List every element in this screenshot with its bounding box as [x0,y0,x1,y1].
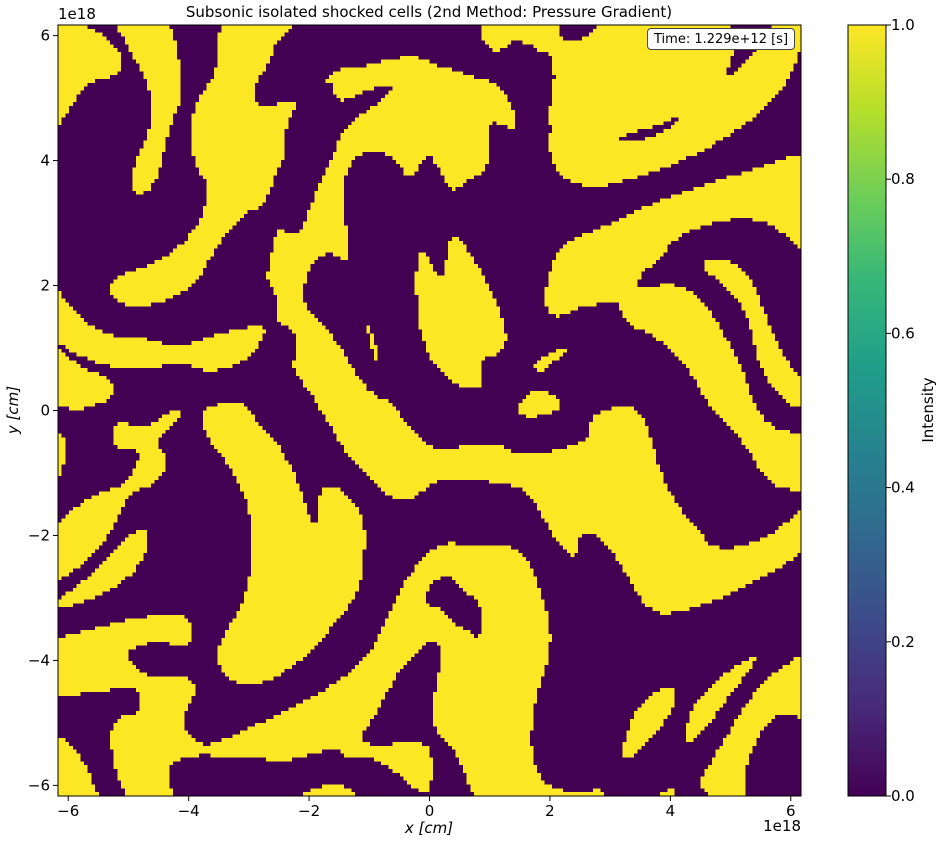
x-tick-label: 6 [786,802,796,820]
x-tick-label: −6 [57,802,79,820]
x-tick-label: −4 [178,802,200,820]
y-tick-label: 0 [40,402,50,420]
y-axis-label: y [cm] [4,386,22,435]
colorbar-tick-label: 0.8 [891,170,915,188]
colorbar-tick-label: 0.6 [891,324,915,342]
heatmap-cells [58,25,801,796]
colorbar-label: Intensity [919,377,937,442]
x-offset-label: 1e18 [763,817,801,835]
y-tick-label: 4 [40,152,50,170]
colorbar-tick-label: 1.0 [891,16,915,34]
x-tick-label: 4 [666,802,676,820]
time-annotation: Time: 1.229e+12 [s] [647,28,796,50]
colorbar-tick-label: 0.0 [891,787,915,805]
y-tick-label: 2 [40,277,50,295]
y-tick-label: 6 [40,27,50,45]
chart-title: Subsonic isolated shocked cells (2nd Met… [186,3,672,21]
heatmap-image [58,25,801,796]
y-tick-label: −6 [28,776,50,794]
colorbar-axis: 0.0 0.2 0.4 0.6 0.8 1.0 [886,16,915,805]
x-tick-label: 2 [545,802,555,820]
x-axis: −6 −4 −2 0 2 4 6 [57,796,796,820]
x-axis-label: x [cm] [404,819,453,837]
x-tick-label: 0 [425,802,435,820]
colorbar-tick-label: 0.4 [891,479,915,497]
y-tick-label: −2 [28,526,50,544]
y-axis: −6 −4 −2 0 2 4 6 [28,27,58,794]
y-offset-label: 1e18 [58,5,96,23]
y-tick-label: −4 [28,651,50,669]
colorbar [847,24,887,797]
colorbar-tick-label: 0.2 [891,633,915,651]
x-tick-label: −2 [298,802,320,820]
